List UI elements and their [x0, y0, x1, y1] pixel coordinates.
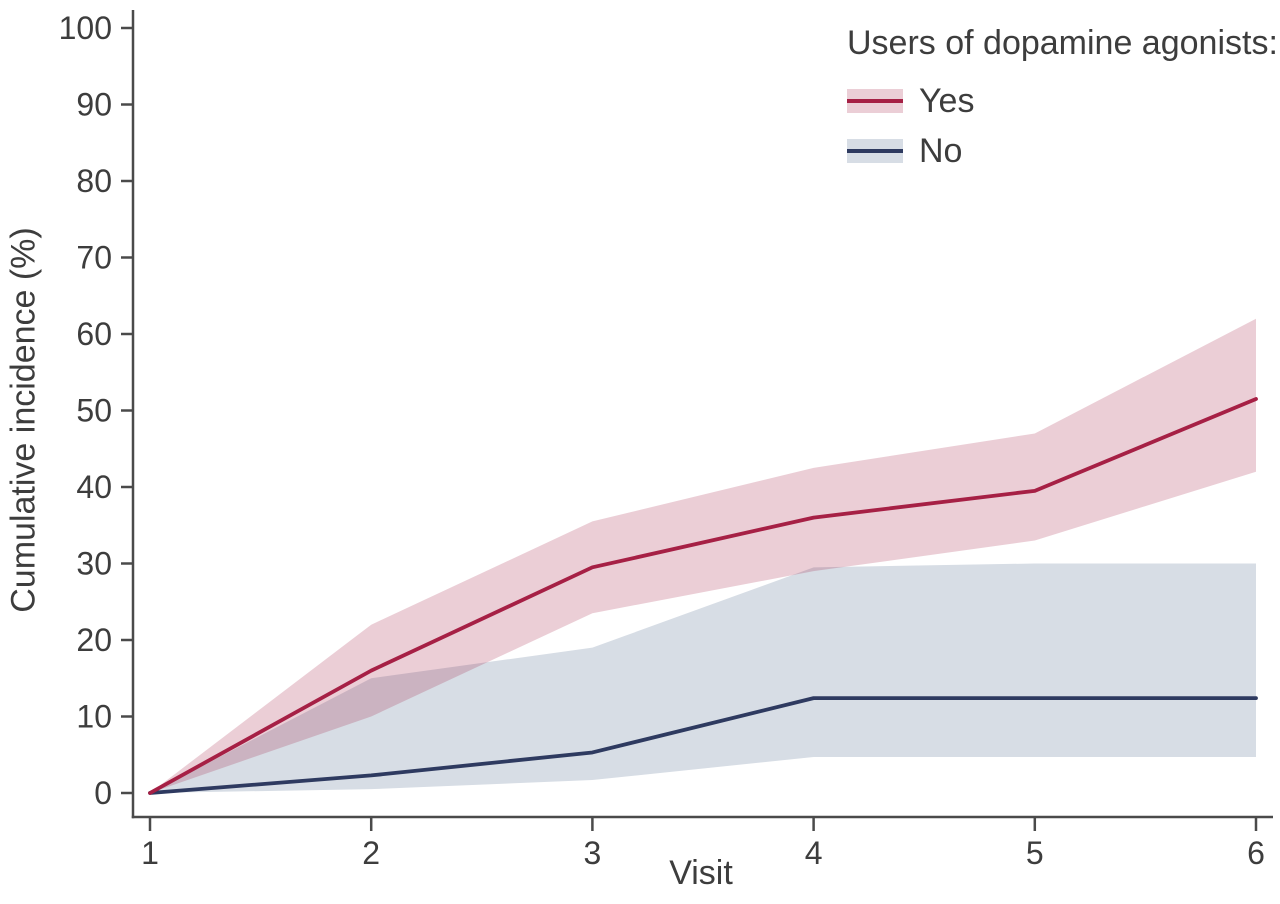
x-tick-label: 2	[362, 835, 380, 871]
y-tick-label: 40	[76, 469, 112, 505]
y-tick-label: 0	[94, 775, 112, 811]
y-tick-label: 80	[76, 163, 112, 199]
series-lines	[148, 397, 1258, 795]
y-tick-label: 30	[76, 546, 112, 582]
x-tick-label: 3	[584, 835, 602, 871]
y-tick-label: 100	[59, 10, 112, 46]
y-tick-label: 20	[76, 622, 112, 658]
x-tick-label: 4	[805, 835, 823, 871]
series-line-yes	[148, 397, 1258, 795]
legend-item-yes: Yes	[847, 82, 1278, 120]
legend-swatch-no	[847, 139, 903, 163]
y-tick-label: 60	[76, 316, 112, 352]
x-tick-label: 1	[141, 835, 159, 871]
y-axis-title: Cumulative incidence (%)	[4, 227, 43, 613]
y-tick-label: 90	[76, 87, 112, 123]
legend-line-yes-icon	[847, 99, 903, 103]
y-tick-label: 50	[76, 393, 112, 429]
legend-item-no: No	[847, 132, 1278, 170]
y-tick-label: 70	[76, 240, 112, 276]
ci-bands	[150, 318, 1256, 793]
x-tick-label: 6	[1247, 835, 1265, 871]
y-axis: 0 10 20 30 40 50 60 70 80 90 100	[59, 10, 133, 811]
y-tick-label: 10	[76, 699, 112, 735]
x-axis: 1 2 3 4 5 6	[141, 817, 1265, 871]
ci-band-yes	[150, 318, 1256, 793]
x-axis-title: Visit	[669, 854, 733, 892]
x-tick-label: 5	[1026, 835, 1044, 871]
legend-swatch-yes	[847, 89, 903, 113]
legend-label-yes: Yes	[919, 81, 975, 120]
ci-band-no	[150, 563, 1256, 793]
legend: Users of dopamine agonists: Yes No	[847, 24, 1278, 187]
series-line-no	[148, 696, 1258, 795]
legend-line-no-icon	[847, 149, 903, 153]
legend-title: Users of dopamine agonists:	[847, 24, 1278, 62]
axes	[131, 10, 1273, 819]
legend-label-no: No	[919, 131, 963, 170]
